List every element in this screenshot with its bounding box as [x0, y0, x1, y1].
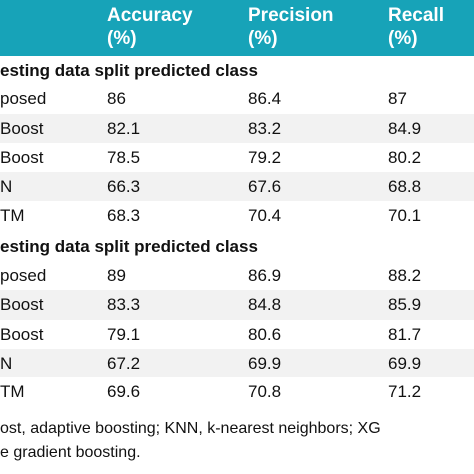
precision-value: 79.2	[248, 148, 282, 167]
precision-value: 69.9	[248, 354, 282, 373]
precision-value: 83.2	[248, 119, 282, 138]
table-row: N 66.3 67.6 68.8	[0, 172, 474, 202]
precision-value: 86.4	[248, 89, 282, 108]
precision-value: 86.9	[248, 266, 282, 285]
table-row: posed 86 86.4 87	[0, 84, 474, 114]
table-row: TM 69.6 70.8 71.2	[0, 377, 474, 407]
recall-value: 70.1	[388, 206, 422, 225]
accuracy-value: 79.1	[107, 325, 141, 344]
row-label: posed	[0, 89, 47, 108]
column-header-precision: Precision (%)	[248, 5, 334, 49]
row-label: posed	[0, 266, 47, 285]
accuracy-value: 78.5	[107, 148, 141, 167]
accuracy-value: 69.6	[107, 382, 141, 401]
recall-value: 84.9	[388, 119, 422, 138]
recall-value: 81.7	[388, 325, 422, 344]
precision-value: 70.4	[248, 206, 282, 225]
row-label: Boost	[0, 119, 44, 138]
table-footnote: ost, adaptive boosting; KNN, k-nearest n…	[0, 404, 474, 474]
accuracy-value: 68.3	[107, 206, 141, 225]
row-label: N	[0, 177, 13, 196]
accuracy-value: 89	[107, 266, 126, 285]
footnote-line-2: e gradient boosting.	[0, 444, 141, 461]
recall-value: 85.9	[388, 295, 422, 314]
precision-value: 70.8	[248, 382, 282, 401]
recall-value: 87	[388, 89, 407, 108]
precision-value: 84.8	[248, 295, 282, 314]
precision-value: 80.6	[248, 325, 282, 344]
row-label: TM	[0, 206, 25, 225]
recall-value: 80.2	[388, 148, 422, 167]
column-header-recall: Recall (%)	[388, 5, 444, 49]
accuracy-value: 86	[107, 89, 126, 108]
table-row: N 67.2 69.9 69.9	[0, 349, 474, 379]
table-row: Boost 78.5 79.2 80.2	[0, 143, 474, 173]
table-row: Boost 83.3 84.8 85.9	[0, 290, 474, 320]
accuracy-value: 67.2	[107, 354, 141, 373]
footnote-line-1: ost, adaptive boosting; KNN, k-nearest n…	[0, 420, 381, 437]
accuracy-value: 66.3	[107, 177, 141, 196]
table-row: Boost 82.1 83.2 84.9	[0, 114, 474, 144]
column-header-accuracy: Accuracy (%)	[107, 5, 193, 49]
table-header: Accuracy (%) Precision (%) Recall (%)	[0, 0, 474, 58]
row-label: TM	[0, 382, 25, 401]
recall-value: 88.2	[388, 266, 422, 285]
table-row: TM 68.3 70.4 70.1	[0, 201, 474, 231]
row-label: Boost	[0, 148, 44, 167]
table-row: Boost 79.1 80.6 81.7	[0, 320, 474, 350]
row-label: Boost	[0, 295, 44, 314]
precision-value: 67.6	[248, 177, 282, 196]
accuracy-value: 82.1	[107, 119, 141, 138]
section-title: esting data split predicted class	[0, 56, 474, 86]
recall-value: 71.2	[388, 382, 422, 401]
row-label: N	[0, 354, 13, 373]
row-label: Boost	[0, 325, 44, 344]
accuracy-value: 83.3	[107, 295, 141, 314]
recall-value: 68.8	[388, 177, 422, 196]
recall-value: 69.9	[388, 354, 422, 373]
table-row: posed 89 86.9 88.2	[0, 261, 474, 291]
section-title: esting data split predicted class	[0, 232, 474, 262]
